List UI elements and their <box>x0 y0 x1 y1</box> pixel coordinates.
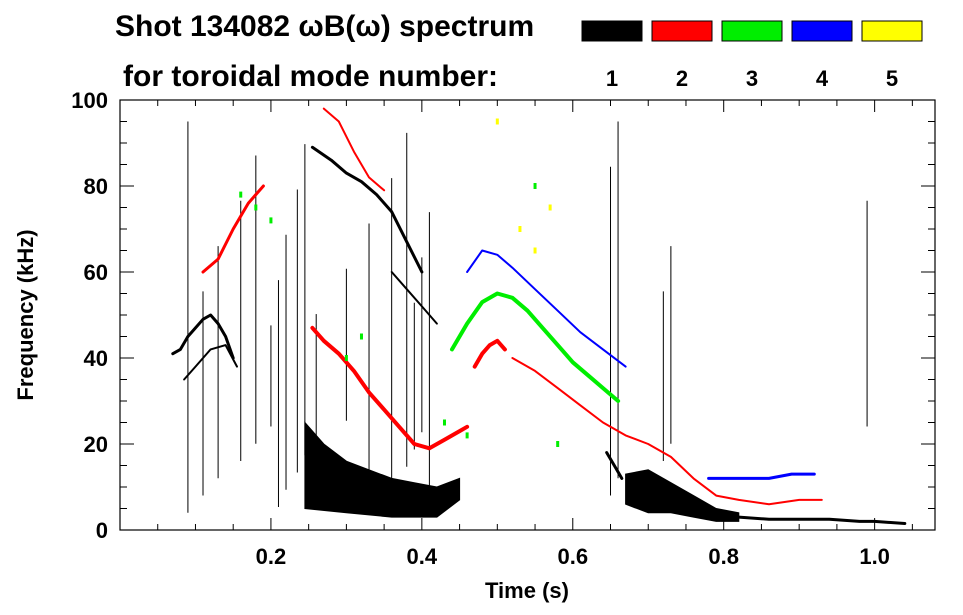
mode-1-n1-low-band <box>304 421 461 518</box>
mode-3-point <box>465 432 469 439</box>
legend-swatch-mode-5 <box>861 20 923 42</box>
mode-4-n4-late <box>707 472 816 480</box>
chart-title-line2: for toroidal mode number: <box>123 60 498 93</box>
y-axis: 0 20 40 60 80 100 <box>71 88 935 543</box>
y-tick-label: 40 <box>84 346 108 371</box>
mode-5-point <box>548 204 552 211</box>
mode-3-point <box>359 333 363 340</box>
mode-5-point <box>518 226 522 232</box>
plot-area <box>119 99 936 531</box>
y-tick-label: 0 <box>96 518 108 543</box>
y-tick-label: 80 <box>84 174 108 199</box>
y-tick-label: 60 <box>84 260 108 285</box>
mode-3-n3-arch <box>450 291 621 403</box>
x-tick-label: 0.6 <box>557 544 588 569</box>
x-tick-label: 0.4 <box>407 544 438 569</box>
mode-2-n2-main-chirp <box>310 325 470 451</box>
mode-1-n1-early-burst-2 <box>183 344 238 381</box>
mode-5-point <box>495 118 499 125</box>
mode-2-n2-descent <box>511 357 823 506</box>
mode-2-n2-early <box>201 184 265 274</box>
mode-1-n1-0.65-burst <box>605 451 624 480</box>
y-axis-label: Frequency (kHz) <box>13 229 38 400</box>
mode-2-n2-arch <box>472 338 507 369</box>
x-tick-label: 1.0 <box>859 544 890 569</box>
legend-label-mode-4: 4 <box>816 66 829 91</box>
mode-4-n4-arch <box>466 249 627 368</box>
mode-5-point <box>533 247 537 254</box>
mode-3-point <box>239 191 243 198</box>
legend-label-mode-3: 3 <box>746 66 758 91</box>
legend: 1 2 3 4 5 <box>581 20 923 91</box>
mode-3-point <box>442 419 446 426</box>
data-layer <box>171 107 907 525</box>
mode-3-point <box>269 217 273 224</box>
y-tick-label: 100 <box>71 88 108 113</box>
mode-3-point <box>533 183 537 189</box>
legend-swatch-mode-3 <box>721 20 783 42</box>
legend-label-mode-2: 2 <box>676 66 688 91</box>
chart-title-line1: Shot 134082 ωB(ω) spectrum <box>115 10 534 43</box>
x-axis: 0.2 0.4 0.6 0.8 1.0 <box>157 100 913 569</box>
legend-swatch-mode-4 <box>791 20 853 42</box>
x-axis-label: Time (s) <box>485 578 569 603</box>
x-tick-label: 0.2 <box>256 544 287 569</box>
mode-1-n1-late-band <box>625 469 740 522</box>
x-tick-label: 0.8 <box>708 544 739 569</box>
legend-swatch-mode-2 <box>651 20 713 42</box>
legend-swatch-mode-1 <box>581 20 643 42</box>
mode-1-n1-upper-branch <box>310 145 424 274</box>
legend-label-mode-1: 1 <box>606 66 618 91</box>
mode-3-point <box>344 355 348 361</box>
y-tick-label: 20 <box>84 432 108 457</box>
mode-2-n2-upper <box>322 107 386 192</box>
mode-3-point <box>556 441 560 447</box>
mode-3-point <box>254 204 258 211</box>
legend-label-mode-5: 5 <box>886 66 898 91</box>
